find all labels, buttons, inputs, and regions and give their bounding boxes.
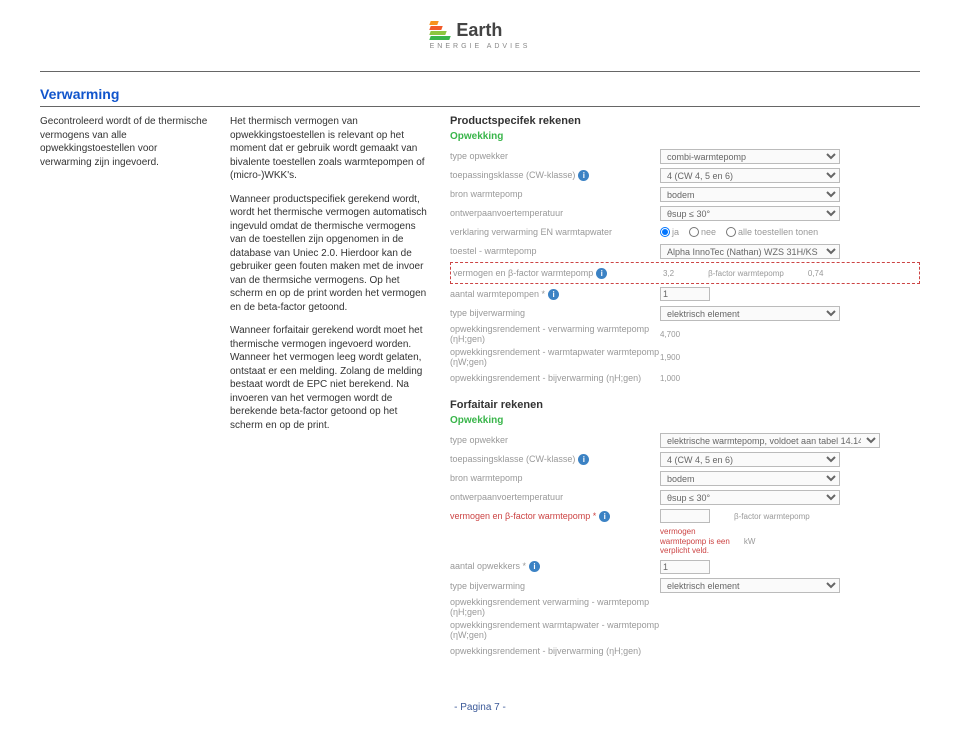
info-icon[interactable]: i bbox=[548, 289, 559, 300]
label-toestel: toestel - warmtepomp bbox=[450, 246, 660, 256]
page-footer: - Pagina 7 - bbox=[40, 702, 920, 713]
mid-p1: Het thermisch vermogen van opwekkingstoe… bbox=[230, 115, 430, 183]
info-icon[interactable]: i bbox=[578, 454, 589, 465]
val-vermogen: 3,2 bbox=[663, 269, 674, 278]
f-select-ontwerp[interactable]: θsup ≤ 30° bbox=[660, 490, 840, 505]
label-type-bij: type bijverwarming bbox=[450, 308, 660, 318]
label-rend-verw: opwekkingsrendement - verwarming warmtep… bbox=[450, 324, 660, 344]
error-message: vermogen warmtepomp is een verplicht vel… bbox=[660, 527, 730, 556]
f-select-bron[interactable]: bodem bbox=[660, 471, 840, 486]
f-label-bron: bron warmtepomp bbox=[450, 473, 660, 483]
radio-nee[interactable]: nee bbox=[689, 227, 716, 237]
divider bbox=[40, 71, 920, 72]
val-rend-verw: 4,700 bbox=[660, 330, 680, 339]
select-type-bij[interactable]: elektrisch element bbox=[660, 306, 840, 321]
val-rend-bij: 1,000 bbox=[660, 374, 680, 383]
select-type-opwekker[interactable]: combi-warmtepomp bbox=[660, 149, 840, 164]
label-verklaring: verklaring verwarming EN warmtapwater bbox=[450, 227, 660, 237]
column-intro: Gecontroleerd wordt of de thermische ver… bbox=[40, 115, 210, 662]
label-toepassing: toepassingsklasse (CW-klasse) bbox=[450, 170, 575, 180]
label-type-opwekker: type opwekker bbox=[450, 151, 660, 161]
info-icon[interactable]: i bbox=[529, 561, 540, 572]
product-title: Productspecifek rekenen bbox=[450, 115, 920, 127]
select-toepassing[interactable]: 4 (CW 4, 5 en 6) bbox=[660, 168, 840, 183]
unit-kw: kW bbox=[744, 537, 756, 546]
f-input-aantal[interactable] bbox=[660, 560, 710, 574]
product-sub: Opwekking bbox=[450, 131, 920, 142]
f-label-aantal: aantal opwekkers * bbox=[450, 561, 526, 571]
label-bron: bron warmtepomp bbox=[450, 189, 660, 199]
logo-tagline: ENERGIE ADVIES bbox=[430, 43, 531, 50]
f-label-beta: β-factor warmtepomp bbox=[734, 512, 810, 521]
intro-p1: Gecontroleerd wordt of de thermische ver… bbox=[40, 115, 210, 169]
f-label-rend-tap: opwekkingsrendement warmtapwater - warmt… bbox=[450, 620, 660, 640]
logo: Earth ENERGIE ADVIES bbox=[40, 20, 920, 51]
select-bron[interactable]: bodem bbox=[660, 187, 840, 202]
label-vermogen-beta: vermogen en β-factor warmtepomp bbox=[453, 268, 593, 278]
f-label-toepassing: toepassingsklasse (CW-klasse) bbox=[450, 454, 575, 464]
info-icon[interactable]: i bbox=[578, 170, 589, 181]
f-label-type-bij: type bijverwarming bbox=[450, 581, 660, 591]
f-select-type-bij[interactable]: elektrisch element bbox=[660, 578, 840, 593]
f-label-ontwerp: ontwerpaanvoertemperatuur bbox=[450, 492, 660, 502]
f-select-type-opwekker[interactable]: elektrische warmtepomp, voldoet aan tabe… bbox=[660, 433, 880, 448]
val-beta: 0,74 bbox=[808, 269, 824, 278]
section-title: Verwarming bbox=[40, 86, 920, 107]
f-select-toepassing[interactable]: 4 (CW 4, 5 en 6) bbox=[660, 452, 840, 467]
label-rend-tap: opwekkingsrendement - warmtapwater warmt… bbox=[450, 347, 660, 367]
column-explanation: Het thermisch vermogen van opwekkingstoe… bbox=[230, 115, 430, 662]
info-icon[interactable]: i bbox=[596, 268, 607, 279]
info-icon[interactable]: i bbox=[599, 511, 610, 522]
label-ontwerp: ontwerpaanvoertemperatuur bbox=[450, 208, 660, 218]
mid-p2: Wanneer productspecifiek gerekend wordt,… bbox=[230, 193, 430, 315]
column-forms: Productspecifek rekenen Opwekking type o… bbox=[450, 115, 920, 662]
mid-p3: Wanneer forfaitair gerekend wordt moet h… bbox=[230, 324, 430, 432]
f-label-rend-bij: opwekkingsrendement - bijverwarming (ηH;… bbox=[450, 646, 660, 656]
f-label-vermogen-beta: vermogen en β-factor warmtepomp * bbox=[450, 511, 596, 521]
input-aantal-wp[interactable] bbox=[660, 287, 710, 301]
f-label-type-opwekker: type opwekker bbox=[450, 435, 660, 445]
highlighted-row: vermogen en β-factor warmtepompi 3,2 β-f… bbox=[450, 262, 920, 284]
radio-ja[interactable]: ja bbox=[660, 227, 679, 237]
select-toestel[interactable]: Alpha InnoTec (Nathan) WZS 31H/KS bbox=[660, 244, 840, 259]
logo-name: Earth bbox=[456, 20, 502, 41]
forfait-title: Forfaitair rekenen bbox=[450, 399, 920, 411]
label-rend-bij: opwekkingsrendement - bijverwarming (ηH;… bbox=[450, 373, 660, 383]
select-ontwerp[interactable]: θsup ≤ 30° bbox=[660, 206, 840, 221]
label-aantal-wp: aantal warmtepompen * bbox=[450, 289, 545, 299]
label-beta: β-factor warmtepomp bbox=[708, 269, 784, 278]
f-label-rend-verw: opwekkingsrendement verwarming - warmtep… bbox=[450, 597, 660, 617]
forfait-sub: Opwekking bbox=[450, 415, 920, 426]
radio-alle[interactable]: alle toestellen tonen bbox=[726, 227, 818, 237]
f-input-vermogen[interactable] bbox=[660, 509, 710, 523]
val-rend-tap: 1,900 bbox=[660, 353, 680, 362]
